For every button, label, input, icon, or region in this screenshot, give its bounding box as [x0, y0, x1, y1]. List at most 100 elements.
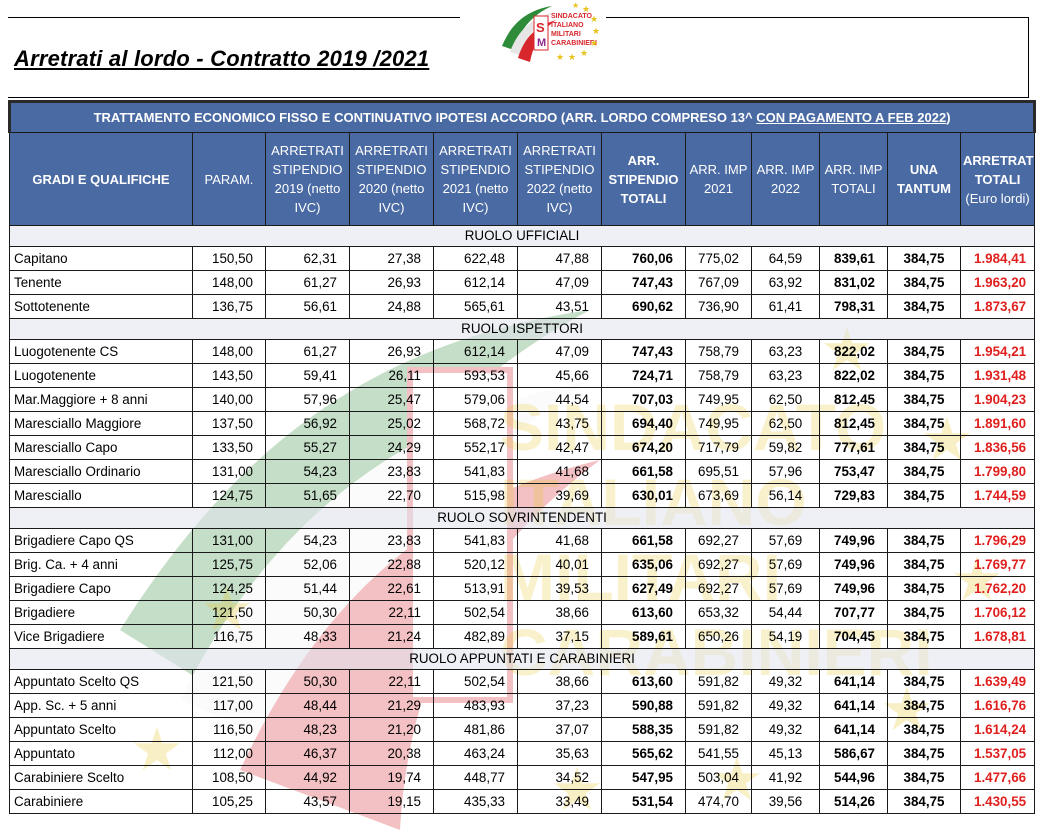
value-cell: 674,20	[601, 435, 686, 460]
una-tantum-cell: 384,75	[887, 246, 961, 271]
value-cell: 41,68	[517, 459, 602, 484]
rank-cell: Brigadiere	[9, 600, 193, 625]
value-cell: 613,60	[601, 600, 686, 625]
value-cell: 41,92	[751, 765, 820, 790]
banner-suffix: )	[946, 109, 951, 125]
una-tantum-cell: 384,75	[887, 789, 961, 814]
total-arrears-cell: 1.891,60	[959, 411, 1036, 436]
rank-cell: Carabiniere Scelto	[9, 765, 193, 790]
value-cell: 22,11	[349, 600, 434, 625]
column-header-5: ARRETRATI STIPENDIO 2022 (netto IVC)	[517, 132, 602, 226]
value-cell: 26,11	[349, 363, 434, 388]
value-cell: 635,06	[601, 552, 686, 577]
value-cell: 48,23	[265, 717, 350, 742]
value-cell: 26,93	[349, 270, 434, 295]
una-tantum-cell: 384,75	[887, 387, 961, 412]
value-cell: 21,29	[349, 693, 434, 718]
section-title: RUOLO APPUNTATI E CARABINIERI	[8, 648, 1036, 670]
una-tantum-cell: 384,75	[887, 741, 961, 766]
value-cell: 812,45	[819, 411, 888, 436]
value-cell: 24,29	[349, 435, 434, 460]
value-cell: 753,47	[819, 459, 888, 484]
una-tantum-cell: 384,75	[887, 765, 961, 790]
value-cell: 37,15	[517, 624, 602, 649]
total-arrears-cell: 1.963,20	[959, 270, 1036, 295]
una-tantum-cell: 384,75	[887, 459, 961, 484]
total-arrears-cell: 1.836,56	[959, 435, 1036, 460]
una-tantum-cell: 384,75	[887, 411, 961, 436]
value-cell: 33,49	[517, 789, 602, 814]
value-cell: 758,79	[685, 363, 752, 388]
value-cell: 839,61	[819, 246, 888, 271]
table-row: Brigadiere Capo QS 131,00 54,23 23,83 541,83…	[9, 528, 1036, 553]
value-cell: 568,72	[433, 411, 518, 436]
column-header-label: ARRETRATI STIPENDIO 2019 (netto IVC)	[271, 143, 344, 215]
value-cell: 593,53	[433, 363, 518, 388]
table-row: Maresciallo Ordinario 131,00 54,23 23,83 541…	[9, 459, 1036, 484]
value-cell: 612,14	[433, 270, 518, 295]
value-cell: 52,06	[265, 552, 350, 577]
column-header-label: ARR. IMP TOTALI	[824, 162, 883, 196]
value-cell: 541,83	[433, 528, 518, 553]
table-body: RUOLO UFFICIALI Capitano 150,50 62,31 27,38 6…	[8, 225, 1036, 814]
logo-line-2: ITALIANO	[551, 22, 584, 29]
value-cell: 131,00	[192, 459, 266, 484]
rank-cell: Brigadiere Capo QS	[9, 528, 193, 553]
value-cell: 515,98	[433, 483, 518, 508]
logo-line-3: MILITARI	[551, 31, 581, 38]
value-cell: 59,82	[751, 435, 820, 460]
value-cell: 695,51	[685, 459, 752, 484]
column-header-10: UNA TANTUM	[887, 132, 961, 226]
value-cell: 61,27	[265, 339, 350, 364]
value-cell: 692,27	[685, 576, 752, 601]
value-cell: 25,02	[349, 411, 434, 436]
value-cell: 812,45	[819, 387, 888, 412]
section-row: RUOLO UFFICIALI	[8, 225, 1036, 247]
value-cell: 590,88	[601, 693, 686, 718]
value-cell: 64,59	[751, 246, 820, 271]
value-cell: 767,09	[685, 270, 752, 295]
value-cell: 116,50	[192, 717, 266, 742]
value-cell: 63,92	[751, 270, 820, 295]
value-cell: 50,30	[265, 600, 350, 625]
column-header-label: ARR. IMP 2021	[689, 162, 748, 196]
value-cell: 736,90	[685, 294, 752, 319]
value-cell: 822,02	[819, 339, 888, 364]
column-header-label: ARRETRATI STIPENDIO 2022 (netto IVC)	[523, 143, 596, 215]
una-tantum-cell: 384,75	[887, 339, 961, 364]
table-row: Maresciallo 124,75 51,65 22,70 515,98 39,69 63…	[9, 483, 1036, 508]
value-cell: 747,43	[601, 339, 686, 364]
value-cell: 627,49	[601, 576, 686, 601]
table-row: App. Sc. + 5 anni 117,00 48,44 21,29 483,93 3…	[9, 693, 1036, 718]
una-tantum-cell: 384,75	[887, 483, 961, 508]
una-tantum-cell: 384,75	[887, 576, 961, 601]
una-tantum-cell: 384,75	[887, 435, 961, 460]
total-arrears-cell: 1.678,81	[959, 624, 1036, 649]
rank-cell: Appuntato Scelto QS	[9, 669, 193, 694]
rank-cell: Appuntato	[9, 741, 193, 766]
total-arrears-cell: 1.796,29	[959, 528, 1036, 553]
rank-cell: Brigadiere Capo	[9, 576, 193, 601]
column-header-sublabel: (Euro lordi)	[965, 190, 1030, 206]
value-cell: 57,69	[751, 576, 820, 601]
arrears-table: TRATTAMENTO ECONOMICO FISSO E CONTINUATI…	[7, 100, 1037, 814]
header-rule-right	[606, 17, 1029, 18]
value-cell: 22,70	[349, 483, 434, 508]
value-cell: 40,01	[517, 552, 602, 577]
value-cell: 57,96	[265, 387, 350, 412]
total-arrears-cell: 1.614,24	[959, 717, 1036, 742]
total-arrears-cell: 1.639,49	[959, 669, 1036, 694]
value-cell: 448,77	[433, 765, 518, 790]
value-cell: 661,58	[601, 459, 686, 484]
value-cell: 541,83	[433, 459, 518, 484]
logo-line-1: SINDACATO	[551, 13, 593, 20]
section-title: RUOLO SOVRINTENDENTI	[8, 507, 1036, 529]
una-tantum-cell: 384,75	[887, 669, 961, 694]
value-cell: 125,75	[192, 552, 266, 577]
column-header-label: UNA TANTUM	[897, 162, 951, 196]
column-header-label: GRADI E QUALIFICHE	[32, 171, 170, 187]
value-cell: 831,02	[819, 270, 888, 295]
section-title: RUOLO ISPETTORI	[8, 318, 1036, 340]
value-cell: 760,06	[601, 246, 686, 271]
value-cell: 21,24	[349, 624, 434, 649]
